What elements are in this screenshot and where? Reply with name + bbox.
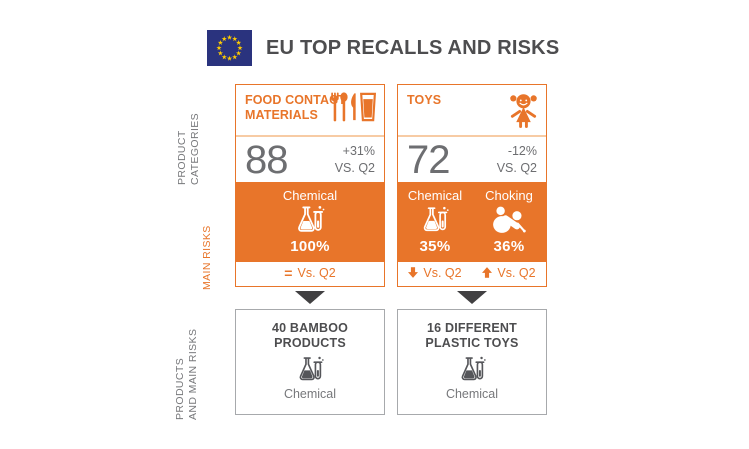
recalls-change: +31% VS. Q2: [335, 143, 375, 176]
flask-icon: [398, 356, 546, 384]
eu-flag-icon: [207, 30, 252, 66]
flask-icon: [236, 356, 384, 384]
change-percent: -12%: [507, 144, 537, 159]
risk-share: 36%: [493, 238, 525, 255]
category-header: FOOD CONTACT MATERIALS: [236, 85, 384, 137]
cutlery-and-cup-icon: [330, 92, 377, 122]
vs-q2-cell-down: Vs. Q2: [398, 266, 472, 280]
vs-q2-label: Vs. Q2: [423, 265, 462, 280]
vs-q2-cell-up: Vs. Q2: [472, 266, 546, 280]
risk-cell-choking: Choking 36%: [472, 182, 546, 262]
risk-name: Chemical: [407, 188, 463, 203]
products-box-plastic-toys: 16 DIFFERENT PLASTIC TOYS Chemical: [397, 309, 547, 415]
risk-cell-chemical: Chemical 35%: [398, 182, 472, 262]
recalls-change: -12% VS. Q2: [497, 143, 537, 176]
category-title: FOOD CONTACT MATERIALS: [245, 93, 346, 122]
arrow-down-icon: [408, 267, 418, 278]
products-box-title: 40 BAMBOO PRODUCTS: [271, 321, 349, 350]
category-header: TOYS: [398, 85, 546, 137]
vs-q2-cell: = Vs. Q2: [236, 266, 384, 280]
category-title: TOYS: [407, 93, 442, 107]
choking-icon: [491, 206, 527, 236]
page-title: EU TOP RECALLS AND RISKS: [266, 36, 560, 59]
change-label: VS. Q2: [496, 160, 537, 175]
main-risks-block: Chemical 35% Choking 36%: [398, 182, 546, 262]
recalls-count-row: 88 +31% VS. Q2: [236, 137, 384, 182]
category-card-toys: TOYS 72 -12% VS. Q2 Chemical 35% Choking: [397, 84, 547, 287]
products-box-title: 16 DIFFERENT PLASTIC TOYS: [425, 321, 519, 350]
side-label-main-risks: MAIN RISKS: [201, 225, 213, 290]
doll-icon: [508, 92, 539, 129]
down-triangle-icon: [457, 291, 487, 304]
recalls-count-row: 72 -12% VS. Q2: [398, 137, 546, 182]
change-label: VS. Q2: [334, 160, 375, 175]
side-label-products-and-main-risks: PRODUCTS AND MAIN RISKS: [174, 328, 199, 420]
vs-q2-label: Vs. Q2: [297, 265, 336, 280]
side-label-product-categories: PRODUCT CATEGORIES: [176, 112, 201, 185]
flask-icon: [418, 206, 452, 235]
products-box-risk: Chemical: [445, 387, 499, 401]
arrow-up-icon: [482, 267, 492, 278]
recalls-count: 72: [407, 137, 450, 182]
products-box-bamboo: 40 BAMBOO PRODUCTS Chemical: [235, 309, 385, 415]
risk-name: Choking: [485, 188, 533, 203]
flask-icon: [292, 205, 328, 236]
main-risks-block: Chemical 100%: [236, 182, 384, 262]
vs-q2-strip: Vs. Q2 Vs. Q2: [398, 262, 546, 283]
change-percent: +31%: [342, 144, 375, 159]
risk-name: Chemical: [282, 188, 338, 203]
risk-share: 35%: [419, 238, 451, 255]
equal-icon: =: [284, 264, 293, 281]
down-triangle-icon: [295, 291, 325, 304]
products-box-risk: Chemical: [283, 387, 337, 401]
category-card-food-contact-materials: FOOD CONTACT MATERIALS 88 +31% VS. Q2 Ch…: [235, 84, 385, 287]
recalls-count: 88: [245, 137, 288, 182]
vs-q2-strip: = Vs. Q2: [236, 262, 384, 283]
risk-share: 100%: [290, 238, 330, 255]
vs-q2-label: Vs. Q2: [497, 265, 536, 280]
risk-cell-chemical: Chemical 100%: [236, 182, 384, 262]
